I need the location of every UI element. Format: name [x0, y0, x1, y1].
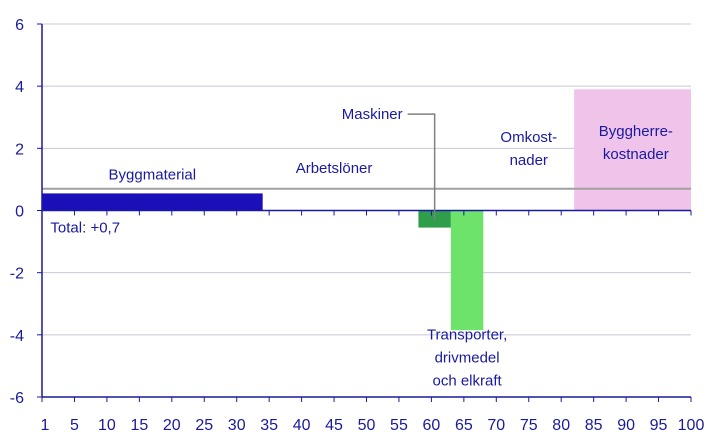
x-tick-5: 25: [195, 417, 213, 434]
bar-3: [450, 210, 484, 331]
y-tick-labels: 6 4 2 0 -2 -4 -6: [10, 17, 42, 407]
x-tick-0: 1: [41, 417, 50, 434]
x-tick-16: 80: [552, 417, 570, 434]
x-tick-18: 90: [617, 417, 635, 434]
label-1-0: Arbetslöner: [296, 160, 373, 177]
y-tick-6: -6: [10, 390, 24, 407]
label-3-1: drivmedel: [435, 349, 500, 366]
y-tick-4: -2: [10, 266, 24, 283]
x-tick-20: 100: [678, 417, 705, 434]
x-tick-13: 65: [455, 417, 473, 434]
bar-0: [42, 193, 263, 211]
total-line-group: Total: +0,7: [42, 187, 691, 237]
y-tick-0: 6: [15, 17, 24, 34]
label-5-0: Byggherre-: [599, 123, 673, 140]
total-label: Total: +0,7: [50, 220, 120, 237]
x-tick-2: 10: [98, 417, 116, 434]
x-tick-17: 85: [585, 417, 603, 434]
x-tick-7: 35: [260, 417, 278, 434]
bars: [42, 89, 691, 331]
x-tick-10: 50: [358, 417, 376, 434]
x-tick-15: 75: [520, 417, 538, 434]
label-2-0: Maskiner: [342, 106, 403, 123]
category-labels: Byggmaterial Arbetslöner Omkost-nader Byggh…: [109, 106, 673, 389]
y-tick-2: 2: [15, 141, 24, 158]
label-4-1: nader: [510, 152, 548, 169]
label-5-1: kostnader: [603, 146, 669, 163]
x-tick-11: 55: [390, 417, 408, 434]
x-tick-4: 20: [163, 417, 181, 434]
x-tick-1: 5: [70, 417, 79, 434]
label-0-0: Byggmaterial: [109, 166, 197, 183]
label-4-0: Omkost-: [500, 129, 557, 146]
label-3-2: och elkraft: [432, 372, 502, 389]
x-tick-14: 70: [487, 417, 505, 434]
y-tick-5: -4: [10, 328, 24, 345]
label-3-0: Transporter,: [427, 326, 507, 343]
y-tick-3: 0: [15, 204, 24, 221]
x-tick-6: 30: [228, 417, 246, 434]
x-tick-19: 95: [650, 417, 668, 434]
x-tick-8: 40: [293, 417, 311, 434]
x-tick-12: 60: [423, 417, 441, 434]
x-tick-labels: 1 5 10 15 20 25 30 35 40 45 50 55 60 65 70 75 80 85 90 95 10…: [41, 210, 705, 434]
bar-5: [574, 89, 691, 211]
x-tick-3: 15: [130, 417, 148, 434]
maskiner-leader-line: [407, 113, 436, 220]
y-tick-1: 4: [15, 79, 24, 96]
x-tick-9: 45: [325, 417, 343, 434]
